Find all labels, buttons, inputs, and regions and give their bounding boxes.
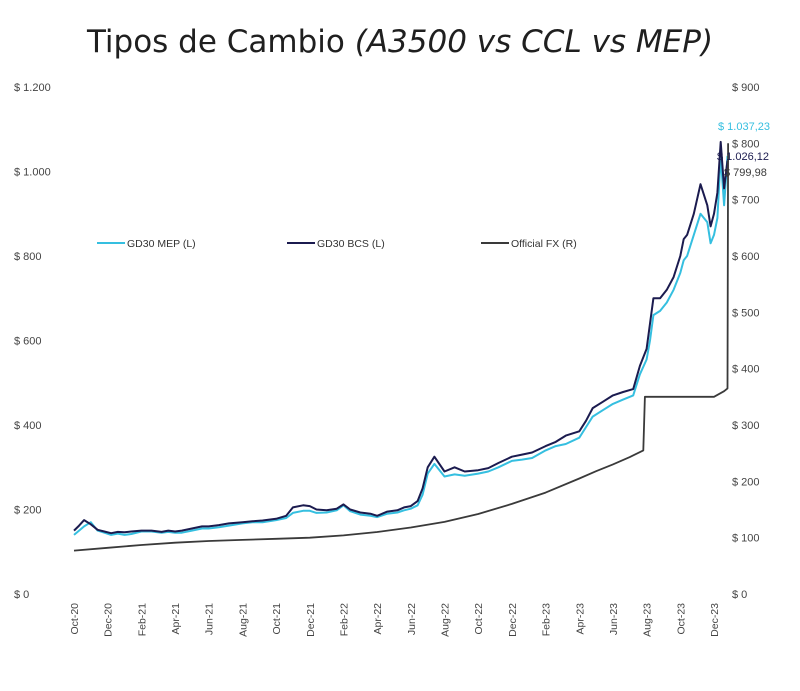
x-tick-label: Feb-22 (338, 603, 350, 636)
x-tick-label: Oct-22 (473, 603, 485, 635)
x-tick-label: Dec-21 (305, 603, 317, 637)
x-tick-label: Jun-21 (204, 603, 216, 635)
x-tick-label: Apr-22 (372, 603, 384, 635)
series-layer (73, 140, 729, 552)
x-tick-label: Oct-20 (69, 603, 81, 635)
left-tick-label: $ 1.000 (14, 167, 51, 179)
legend-label: GD30 BCS (L) (317, 238, 385, 250)
x-tick-label: Aug-21 (237, 603, 249, 637)
right-tick-label: $ 300 (732, 420, 760, 432)
right-tick-label: $ 800 (732, 138, 760, 150)
left-tick-label: $ 200 (14, 505, 42, 517)
right-tick-label: $ 100 (732, 533, 760, 545)
x-tick-label: Feb-21 (136, 603, 148, 636)
x-tick-label: Dec-20 (103, 603, 115, 637)
right-axis-ticks: $ 0 $ 100 $ 200 $ 300 $ 400 $ 500 $ 600 $ 700 $ … (732, 82, 760, 601)
right-tick-label: $ 900 (732, 82, 760, 94)
x-tick-label: Oct-21 (271, 603, 283, 635)
x-tick-label: Apr-23 (574, 603, 586, 635)
series-line-1 (73, 154, 729, 536)
legend-label: GD30 MEP (L) (127, 238, 196, 250)
right-tick-label: $ 600 (732, 251, 760, 263)
x-tick-label: Dec-22 (507, 603, 519, 637)
series-line-3 (73, 143, 729, 552)
right-tick-label: $ 700 (732, 195, 760, 207)
x-axis-ticks: Oct-20 Dec-20 Feb-21 Apr-21 Jun-21 Aug-21 Oct-… (69, 603, 721, 637)
end-value-label: $ 799,98 (724, 167, 767, 179)
x-tick-label: Aug-22 (440, 603, 452, 637)
x-tick-label: Apr-21 (170, 603, 182, 635)
right-tick-label: $ 0 (732, 589, 747, 601)
left-axis-ticks: $ 0 $ 200 $ 400 $ 600 $ 800 $ 1.000 $ 1.200 (14, 82, 51, 601)
x-tick-label: Jun-22 (406, 603, 418, 635)
left-tick-label: $ 400 (14, 420, 42, 432)
end-labels: $ 1.037,23 $ 1.026,12 $ 799,98 (717, 121, 770, 179)
right-tick-label: $ 500 (732, 307, 760, 319)
x-tick-label: Feb-23 (541, 603, 553, 636)
x-tick-label: Oct-23 (675, 603, 687, 635)
legend-label: Official FX (R) (511, 238, 577, 250)
left-tick-label: $ 800 (14, 251, 42, 263)
end-value-label: $ 1.037,23 (718, 121, 770, 133)
legend: GD30 MEP (L) GD30 BCS (L) Official FX (R) (97, 238, 577, 250)
x-tick-label: Aug-23 (642, 603, 654, 637)
chart-title: Tipos de Cambio (A3500 vs CCL vs MEP) (86, 24, 713, 60)
end-value-label: $ 1.026,12 (717, 151, 769, 163)
series-line-2 (73, 140, 729, 535)
chart-title-sub: (A3500 vs CCL vs MEP) (355, 24, 713, 60)
left-tick-label: $ 600 (14, 336, 42, 348)
left-tick-label: $ 0 (14, 589, 29, 601)
right-tick-label: $ 200 (732, 476, 760, 488)
left-tick-label: $ 1.200 (14, 82, 51, 94)
x-tick-label: Jun-23 (608, 603, 620, 635)
x-tick-label: Dec-23 (709, 603, 721, 637)
chart-title-main: Tipos de Cambio (86, 24, 355, 60)
right-tick-label: $ 400 (732, 364, 760, 376)
